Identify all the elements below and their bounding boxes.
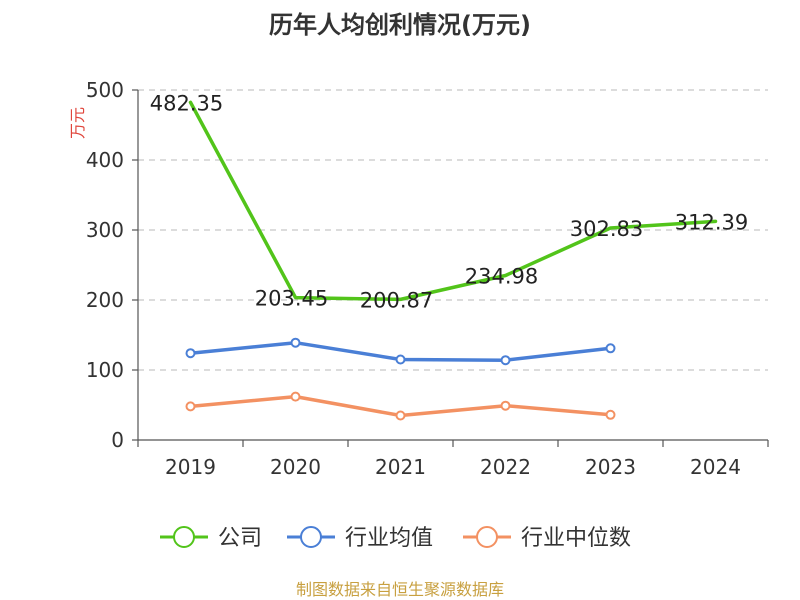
data-point[interactable]	[500, 355, 511, 366]
data-label: 200.87	[360, 288, 433, 312]
data-point[interactable]	[395, 410, 406, 421]
legend-label: 行业均值	[345, 526, 433, 551]
source-note: 制图数据来自恒生聚源数据库	[296, 580, 504, 599]
x-tick-label: 2020	[270, 455, 321, 479]
legend-label: 行业中位数	[521, 526, 631, 551]
data-label: 203.45	[255, 287, 328, 311]
legend[interactable]: 公司 行业均值 行业中位数	[160, 526, 631, 551]
data-point[interactable]	[290, 337, 301, 348]
data-point[interactable]	[290, 391, 301, 402]
series-2	[185, 391, 616, 421]
legend-marker	[476, 526, 498, 548]
y-tick-label: 200	[86, 288, 124, 312]
y-tick-label: 500	[86, 78, 124, 102]
legend-item[interactable]: 行业中位数	[463, 526, 631, 551]
y-axis-unit-label: 万元	[68, 107, 87, 139]
y-tick-label: 400	[86, 148, 124, 172]
series-1	[185, 337, 616, 366]
series-line	[188, 100, 718, 302]
data-point[interactable]	[185, 348, 196, 359]
data-point[interactable]	[605, 409, 616, 420]
series-0	[188, 100, 718, 302]
legend-item[interactable]: 公司	[160, 526, 262, 551]
series-layer	[185, 100, 718, 421]
axes: 0 100 200 300 400 500 2019 2020 2021 2022 2023 2024	[86, 78, 769, 479]
y-tick-label: 100	[86, 358, 124, 382]
data-label: 302.83	[570, 217, 643, 241]
data-point[interactable]	[395, 354, 406, 365]
data-point[interactable]	[500, 400, 511, 411]
chart-title: 历年人均创利情况(万元)	[269, 11, 531, 39]
x-tick-label: 2024	[690, 455, 741, 479]
data-label: 312.39	[675, 210, 748, 234]
x-tick-label: 2023	[585, 455, 636, 479]
legend-marker	[173, 526, 195, 548]
x-tick-label: 2022	[480, 455, 531, 479]
legend-item[interactable]: 行业均值	[287, 526, 433, 551]
legend-marker	[300, 526, 322, 548]
data-point[interactable]	[605, 343, 616, 354]
y-tick-label: 0	[111, 428, 124, 452]
data-label: 234.98	[465, 265, 538, 289]
x-tick-label: 2019	[165, 455, 216, 479]
data-point[interactable]	[185, 401, 196, 412]
legend-label: 公司	[218, 526, 262, 551]
x-tick-label: 2021	[375, 455, 426, 479]
data-label: 482.35	[150, 91, 223, 115]
y-tick-label: 300	[86, 218, 124, 242]
data-labels: 482.35 203.45 200.87 234.98 302.83 312.39	[150, 91, 748, 312]
grid-lines	[138, 89, 768, 371]
